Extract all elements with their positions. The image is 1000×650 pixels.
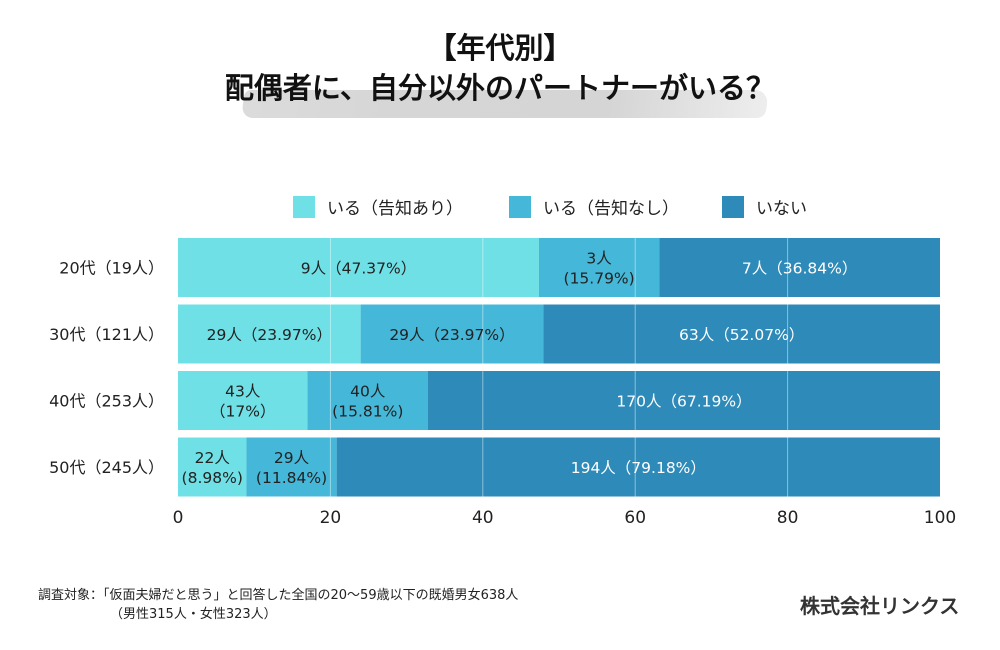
bar-segment	[178, 371, 308, 430]
data-label: 43人	[225, 383, 260, 401]
title-line-1: 【年代別】	[427, 31, 573, 65]
bar-segment	[246, 437, 337, 497]
legend-label: いない	[756, 199, 807, 219]
bar-segment	[360, 304, 544, 364]
legend-swatch	[293, 196, 315, 218]
bar-segment	[543, 304, 940, 364]
bar-segment	[659, 238, 940, 297]
footnote-line-2: （男性315人・女性323人）	[110, 607, 277, 622]
chart-title: 【年代別】 配偶者に、自分以外のパートナーがいる？	[0, 28, 1000, 118]
bar-segment	[178, 304, 361, 364]
x-tick-label: 100	[924, 508, 956, 528]
data-label: 29人（23.97%）	[389, 326, 514, 344]
x-tick-label: 40	[472, 508, 494, 528]
data-label: 40人	[350, 383, 385, 401]
company-name: 株式会社リンクス	[800, 594, 960, 618]
footnote: 調査対象：「仮面夫婦だと思う」と回答した全国の20〜59歳以下の既婚男女638人…	[38, 586, 518, 624]
category-label: 40代（253人）	[49, 392, 164, 411]
data-label: 194人（79.18%）	[571, 459, 706, 477]
category-label: 30代（121人）	[49, 325, 164, 344]
data-label: 170人（67.19%）	[616, 393, 751, 411]
data-label: 22人	[195, 449, 230, 467]
x-tick-label: 60	[624, 508, 646, 528]
legend-swatch	[509, 196, 531, 218]
data-label: (8.98%)	[182, 469, 243, 487]
bar-segment	[307, 371, 429, 430]
title-line-2-wrap: 配偶者に、自分以外のパートナーがいる？	[224, 68, 776, 118]
data-label: (15.79%)	[564, 270, 635, 288]
data-label: 29人	[274, 449, 309, 467]
data-label: 63人（52.07%）	[679, 326, 804, 344]
footnote-line-1: 調査対象：「仮面夫婦だと思う」と回答した全国の20〜59歳以下の既婚男女638人	[38, 588, 519, 603]
data-label: （17%）	[210, 403, 275, 421]
x-tick-label: 0	[173, 508, 184, 528]
category-label: 20代（19人）	[59, 259, 164, 278]
legend-label: いる（告知あり）	[327, 199, 463, 219]
bar-segment	[336, 437, 940, 497]
x-tick-label: 20	[320, 508, 342, 528]
legend-label: いる（告知なし）	[543, 199, 679, 219]
bar-segment	[538, 238, 660, 297]
title-line-2: 配偶者に、自分以外のパートナーがいる？	[224, 71, 776, 105]
data-label: (11.84%)	[256, 469, 327, 487]
x-tick-label: 80	[777, 508, 799, 528]
data-label: 29人（23.97%）	[207, 326, 332, 344]
bar-segment	[178, 437, 247, 497]
data-label: (15.81%)	[332, 403, 403, 421]
category-label: 50代（245人）	[49, 458, 164, 477]
data-label: 7人（36.84%）	[742, 260, 857, 278]
legend-swatch	[722, 196, 744, 218]
data-label: 9人（47.37%）	[301, 260, 416, 278]
bar-segment	[178, 238, 539, 297]
bar-segment	[428, 371, 940, 430]
data-label: 3人	[586, 250, 611, 268]
